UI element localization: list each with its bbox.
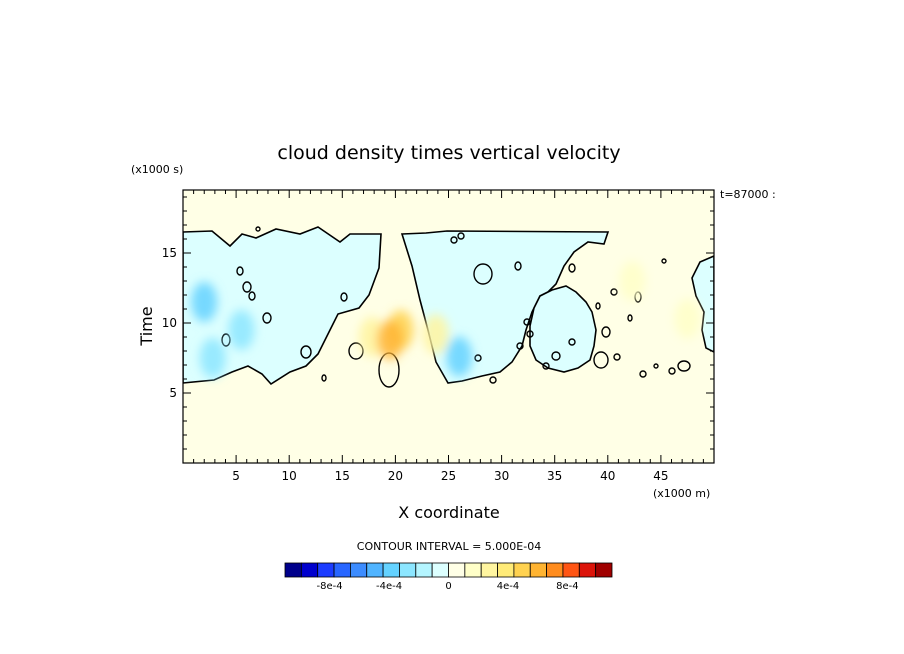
contour-interval-label: CONTOUR INTERVAL = 5.000E-04 bbox=[357, 540, 541, 553]
colorbar-swatch bbox=[300, 562, 319, 578]
anomaly-layer bbox=[191, 261, 701, 378]
anomaly-blob bbox=[191, 282, 218, 322]
anomaly-blob bbox=[199, 338, 226, 378]
colorbar-swatch bbox=[497, 562, 515, 578]
time-note: t=87000 : bbox=[720, 188, 776, 201]
x-tick-label: 15 bbox=[335, 469, 350, 483]
colorbar-swatch bbox=[529, 562, 548, 578]
colorbar-swatch bbox=[382, 562, 400, 578]
colorbar-swatch bbox=[431, 562, 449, 578]
colorbar-swatch bbox=[513, 562, 531, 578]
y-tick-label: 15 bbox=[162, 246, 177, 260]
colorbar-swatch bbox=[562, 562, 580, 578]
colorbar-label: -8e-4 bbox=[317, 581, 343, 592]
x-tick-label: 40 bbox=[600, 469, 615, 483]
colorbar-swatch bbox=[595, 562, 613, 578]
anomaly-blob bbox=[228, 310, 255, 350]
x-tick-label: 5 bbox=[232, 469, 240, 483]
colorbar-swatch bbox=[333, 562, 351, 578]
colorbar-swatch bbox=[415, 562, 433, 578]
x-tick-label: 25 bbox=[441, 469, 456, 483]
y-tick-label: 5 bbox=[169, 386, 177, 400]
colorbar-swatch bbox=[349, 562, 368, 578]
x-tick-label: 20 bbox=[388, 469, 403, 483]
colorbar-swatch bbox=[399, 562, 417, 578]
anomaly-blob bbox=[446, 336, 473, 377]
colorbar-label: -4e-4 bbox=[376, 581, 402, 592]
x-tick-label: 45 bbox=[653, 469, 668, 483]
anomaly-blob bbox=[377, 319, 404, 360]
y-axis-label: Time bbox=[137, 306, 156, 346]
cloud-region bbox=[183, 226, 382, 386]
colorbar-swatch bbox=[480, 562, 498, 578]
colorbar-label: 0 bbox=[445, 581, 451, 592]
colorbar-swatch bbox=[317, 562, 335, 578]
colorbar: -8e-4 -4e-4 0 4e-4 8e-4 bbox=[284, 562, 613, 592]
x-tick-label: 30 bbox=[494, 469, 509, 483]
colorbar-swatch bbox=[464, 562, 482, 578]
y-units-label: (x1000 s) bbox=[131, 163, 183, 176]
x-units-label: (x1000 m) bbox=[653, 487, 710, 500]
cloud-region bbox=[529, 285, 597, 373]
plot-area: 5 10 15 20 25 30 35 40 45 5 10 15 bbox=[162, 189, 715, 483]
colorbar-swatch bbox=[366, 562, 384, 578]
anomaly-blob bbox=[674, 298, 701, 339]
colorbar-swatch bbox=[578, 562, 597, 578]
y-tick-label: 10 bbox=[162, 316, 177, 330]
x-tick-label: 10 bbox=[282, 469, 297, 483]
colorbar-swatch bbox=[284, 562, 302, 578]
x-axis-label: X coordinate bbox=[398, 503, 499, 522]
colorbar-label: 8e-4 bbox=[556, 581, 579, 592]
x-tick-label: 35 bbox=[547, 469, 562, 483]
anomaly-blob bbox=[422, 314, 449, 355]
colorbar-swatch bbox=[448, 562, 466, 578]
colorbar-swatch bbox=[546, 562, 564, 578]
anomaly-blob bbox=[619, 261, 646, 301]
colorbar-label: 4e-4 bbox=[497, 581, 520, 592]
axis-ticks: 5 10 15 20 25 30 35 40 45 5 10 15 bbox=[162, 190, 714, 483]
chart-title: cloud density times vertical velocity bbox=[277, 142, 620, 164]
